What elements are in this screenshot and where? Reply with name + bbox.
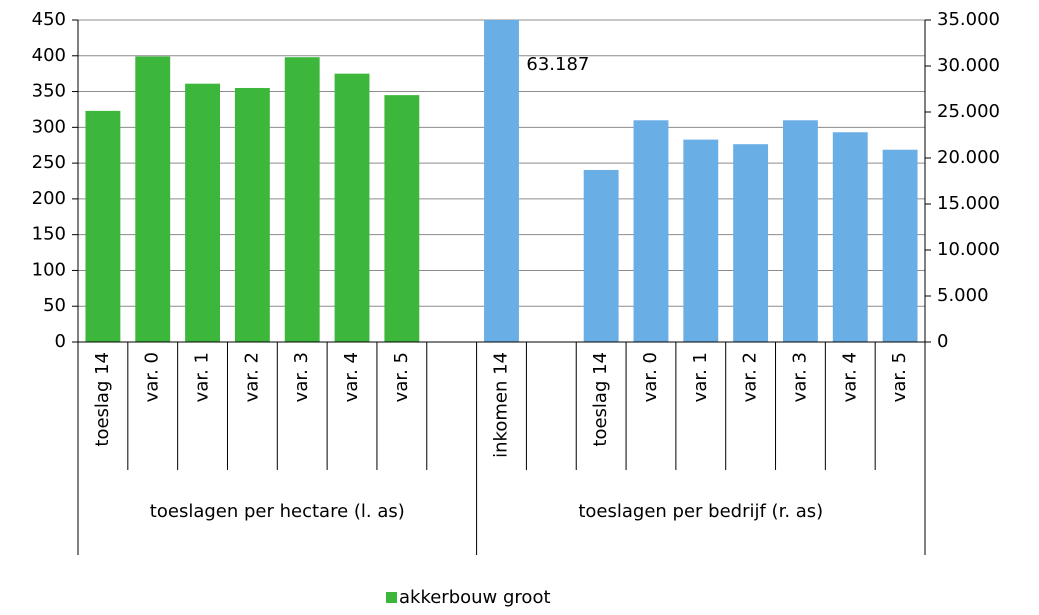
x-tick-label: var. 3 bbox=[291, 352, 312, 402]
x-tick-label: toeslag 14 bbox=[92, 352, 113, 447]
y2-tick-label: 30.000 bbox=[937, 55, 1000, 76]
x-tick-label: var. 2 bbox=[740, 352, 761, 402]
bars bbox=[85, 20, 918, 343]
bar bbox=[583, 169, 619, 342]
x-tick-label: var. 4 bbox=[839, 352, 860, 402]
legend-label: akkerbouw groot bbox=[399, 587, 551, 608]
y2-tick-label: 0 bbox=[937, 331, 948, 352]
bar bbox=[882, 149, 918, 342]
y-tick-label: 200 bbox=[32, 188, 66, 209]
x-tick-label: var. 2 bbox=[241, 352, 262, 402]
bar bbox=[783, 120, 818, 342]
bar bbox=[733, 144, 769, 342]
x-tick-label: inkomen 14 bbox=[491, 352, 512, 458]
bar bbox=[234, 87, 270, 342]
y-tick-label: 450 bbox=[32, 9, 66, 30]
y-tick-label: 50 bbox=[43, 295, 66, 316]
x-tick-label: var. 3 bbox=[789, 352, 810, 402]
y2-tick-label: 25.000 bbox=[937, 101, 1000, 122]
y-tick-label: 350 bbox=[32, 81, 66, 102]
x-tick-label: var. 4 bbox=[341, 352, 362, 402]
x-tick-label: var. 5 bbox=[889, 352, 910, 402]
bar bbox=[284, 57, 320, 342]
x-tick-label: var. 5 bbox=[391, 352, 412, 402]
group-label: toeslagen per bedrijf (r. as) bbox=[578, 501, 823, 522]
bar bbox=[683, 139, 719, 342]
value-label: 63.187 bbox=[526, 54, 589, 75]
x-tick-label: var. 0 bbox=[640, 352, 661, 402]
bar bbox=[484, 20, 519, 342]
y-tick-label: 150 bbox=[32, 224, 66, 245]
y2-tick-label: 10.000 bbox=[937, 239, 1000, 260]
x-tick-label: toeslag 14 bbox=[590, 352, 611, 447]
y-tick-label: 300 bbox=[32, 116, 66, 137]
y2-tick-label: 5.000 bbox=[937, 285, 989, 306]
x-tick-label: var. 1 bbox=[192, 352, 213, 402]
y2-tick-label: 15.000 bbox=[937, 193, 1000, 214]
bar bbox=[832, 132, 868, 342]
bar bbox=[633, 120, 669, 342]
y2-tick-label: 35.000 bbox=[937, 9, 1000, 30]
bar bbox=[135, 56, 171, 342]
y-tick-label: 400 bbox=[32, 45, 66, 66]
x-tick-label: var. 0 bbox=[142, 352, 163, 402]
bar bbox=[384, 95, 420, 342]
bar bbox=[334, 73, 370, 343]
group-label: toeslagen per hectare (l. as) bbox=[150, 501, 405, 522]
y-tick-label: 0 bbox=[55, 331, 66, 352]
y-tick-label: 100 bbox=[32, 259, 66, 280]
bar bbox=[185, 83, 220, 342]
legend-swatch bbox=[386, 592, 397, 603]
x-tick-label: var. 1 bbox=[690, 352, 711, 402]
y2-tick-label: 20.000 bbox=[937, 147, 1000, 168]
bar bbox=[85, 110, 121, 343]
y-tick-label: 250 bbox=[32, 152, 66, 173]
